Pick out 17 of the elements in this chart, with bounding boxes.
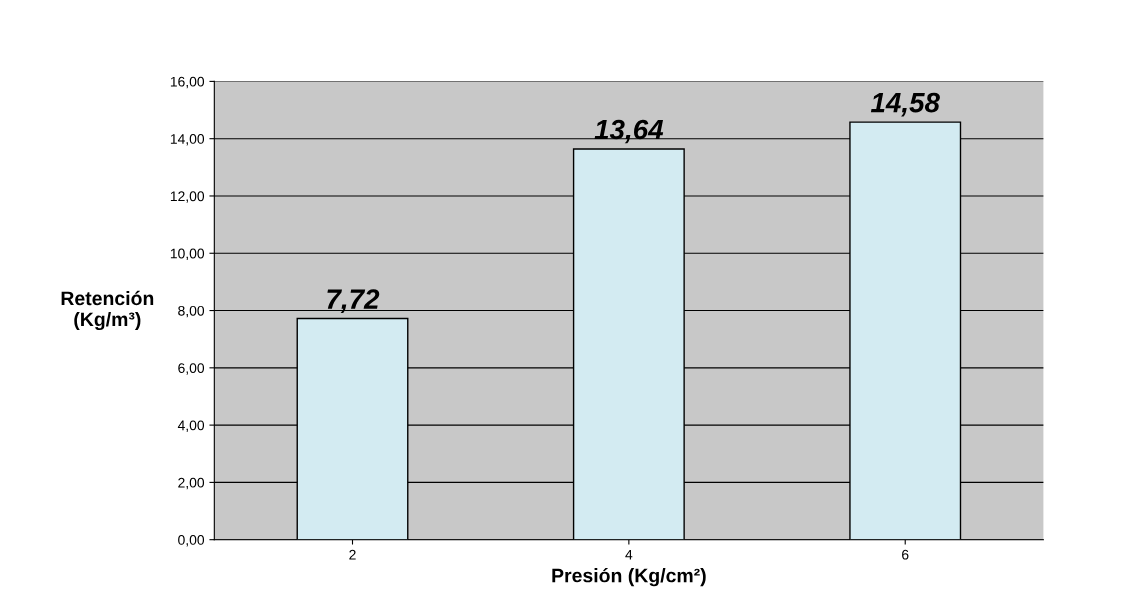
y-tick-label: 16,00	[170, 76, 205, 89]
y-axis-title: Retención (Kg/m³)	[61, 290, 154, 331]
data-label: 14,58	[870, 92, 940, 117]
y-tick-label: 2,00	[178, 477, 205, 490]
x-tick-label: 6	[902, 549, 909, 560]
x-tick-label: 2	[349, 549, 356, 560]
y-tick-label: 14,00	[170, 134, 205, 146]
x-tick-label: 4	[625, 549, 633, 560]
y-tick-label: 6,00	[178, 363, 205, 375]
y-tick-label: 4,00	[177, 420, 205, 432]
y-tick-label: 8,00	[178, 305, 205, 318]
y-tick-label: 12,00	[170, 191, 205, 203]
data-label: 7,72	[327, 289, 380, 313]
data-label: 13,64	[594, 119, 664, 144]
y-tick-label: 10,00	[170, 248, 205, 261]
y-tick-label: 0,00	[178, 535, 205, 547]
x-axis-title: Presión (Kg/cm²)	[552, 567, 706, 587]
